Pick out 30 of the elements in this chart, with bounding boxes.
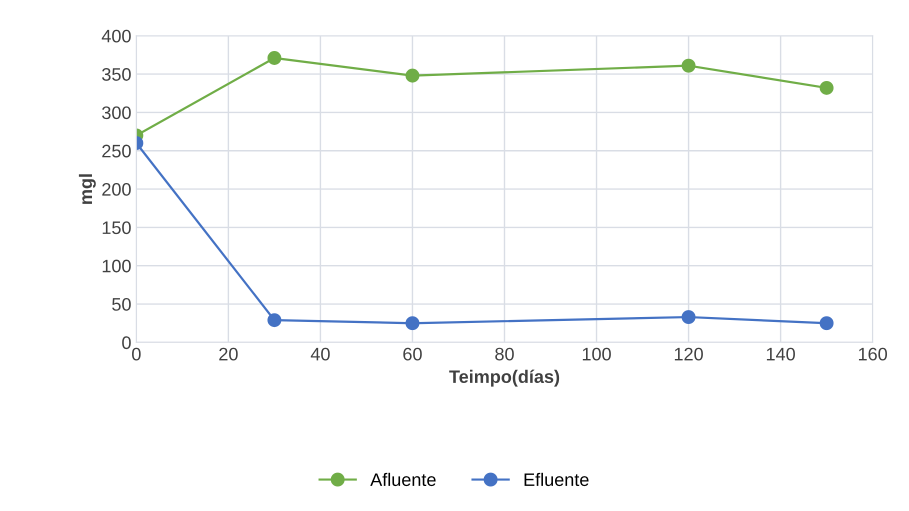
x-tick-label: 20 (219, 348, 238, 360)
y-tick-label: 250 (102, 144, 131, 158)
y-tick-label: 300 (102, 106, 131, 120)
x-tick-label: 60 (403, 348, 422, 360)
y-tick-label: 350 (102, 68, 131, 81)
y-tick-label: 150 (102, 221, 131, 234)
legend-label: Afluente (370, 472, 436, 486)
y-tick-label: 0 (122, 336, 131, 350)
x-tick-label: 40 (310, 348, 330, 360)
y-tick-label: 200 (102, 183, 131, 196)
x-tick-label: 0 (132, 348, 141, 360)
point (820, 80, 834, 95)
y-tick-label: 100 (102, 260, 131, 272)
y-axis-title: mgl (78, 174, 96, 204)
point (820, 316, 834, 330)
x-tick-label: 140 (766, 348, 795, 360)
point (406, 68, 420, 83)
y-tick-label: 50 (112, 298, 131, 311)
point (682, 310, 696, 324)
x-tick-label: 160 (858, 348, 887, 360)
point (406, 316, 420, 330)
x-tick-label: 100 (582, 348, 611, 360)
x-axis-title: Teimpo(días) (449, 370, 560, 387)
y-tick-label: 400 (102, 30, 131, 42)
x-tick-label: 80 (495, 348, 514, 360)
point (267, 51, 282, 65)
x-tick-label: 120 (674, 348, 703, 360)
point (267, 313, 282, 328)
point (682, 58, 696, 73)
legend-label: Efluente (524, 472, 589, 486)
